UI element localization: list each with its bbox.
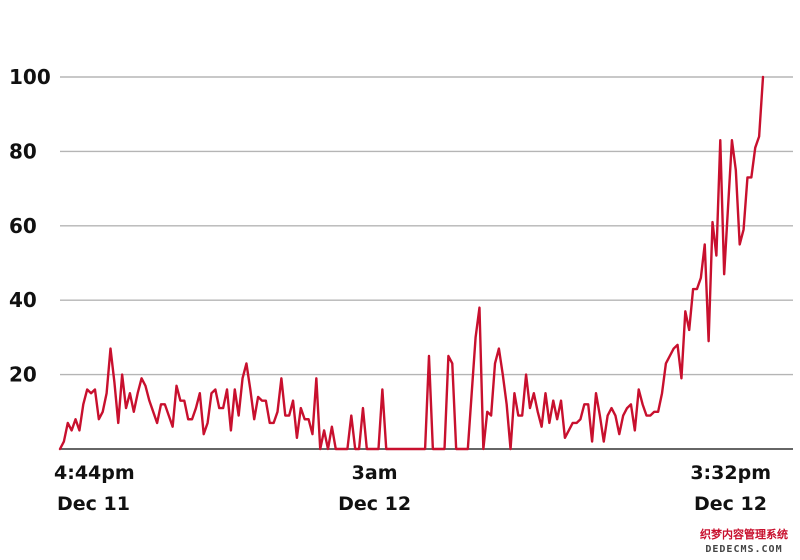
y-tick-label-20: 20 <box>9 363 37 387</box>
y-tick-label-100: 100 <box>9 65 51 89</box>
y-axis-tick-labels: 20 40 60 80 100 <box>9 65 51 387</box>
y-tick-label-80: 80 <box>9 139 37 163</box>
series-line <box>58 75 765 451</box>
x-tick-label-2-line1: 3:32pm <box>690 462 771 484</box>
x-tick-label-0-line2: Dec 11 <box>57 493 130 515</box>
x-tick-label-1-line1: 3am <box>352 462 398 484</box>
x-tick-label-1-line2: Dec 12 <box>338 493 411 515</box>
x-tick-label-2-line2: Dec 12 <box>694 493 767 515</box>
watermark-line1: 织梦内容管理系统 <box>700 527 788 541</box>
series-line-group <box>58 75 765 451</box>
watermark: 织梦内容管理系统 DEDECMS.COM <box>700 527 788 555</box>
x-tick-label-0-line1: 4:44pm <box>54 462 135 484</box>
watermark-line2: DEDECMS.COM <box>705 544 782 555</box>
y-tick-label-60: 60 <box>9 214 37 238</box>
x-axis-tick-labels: 4:44pm Dec 11 3am Dec 12 3:32pm Dec 12 <box>54 462 771 515</box>
gridlines <box>60 76 793 376</box>
y-tick-label-40: 40 <box>9 288 37 312</box>
